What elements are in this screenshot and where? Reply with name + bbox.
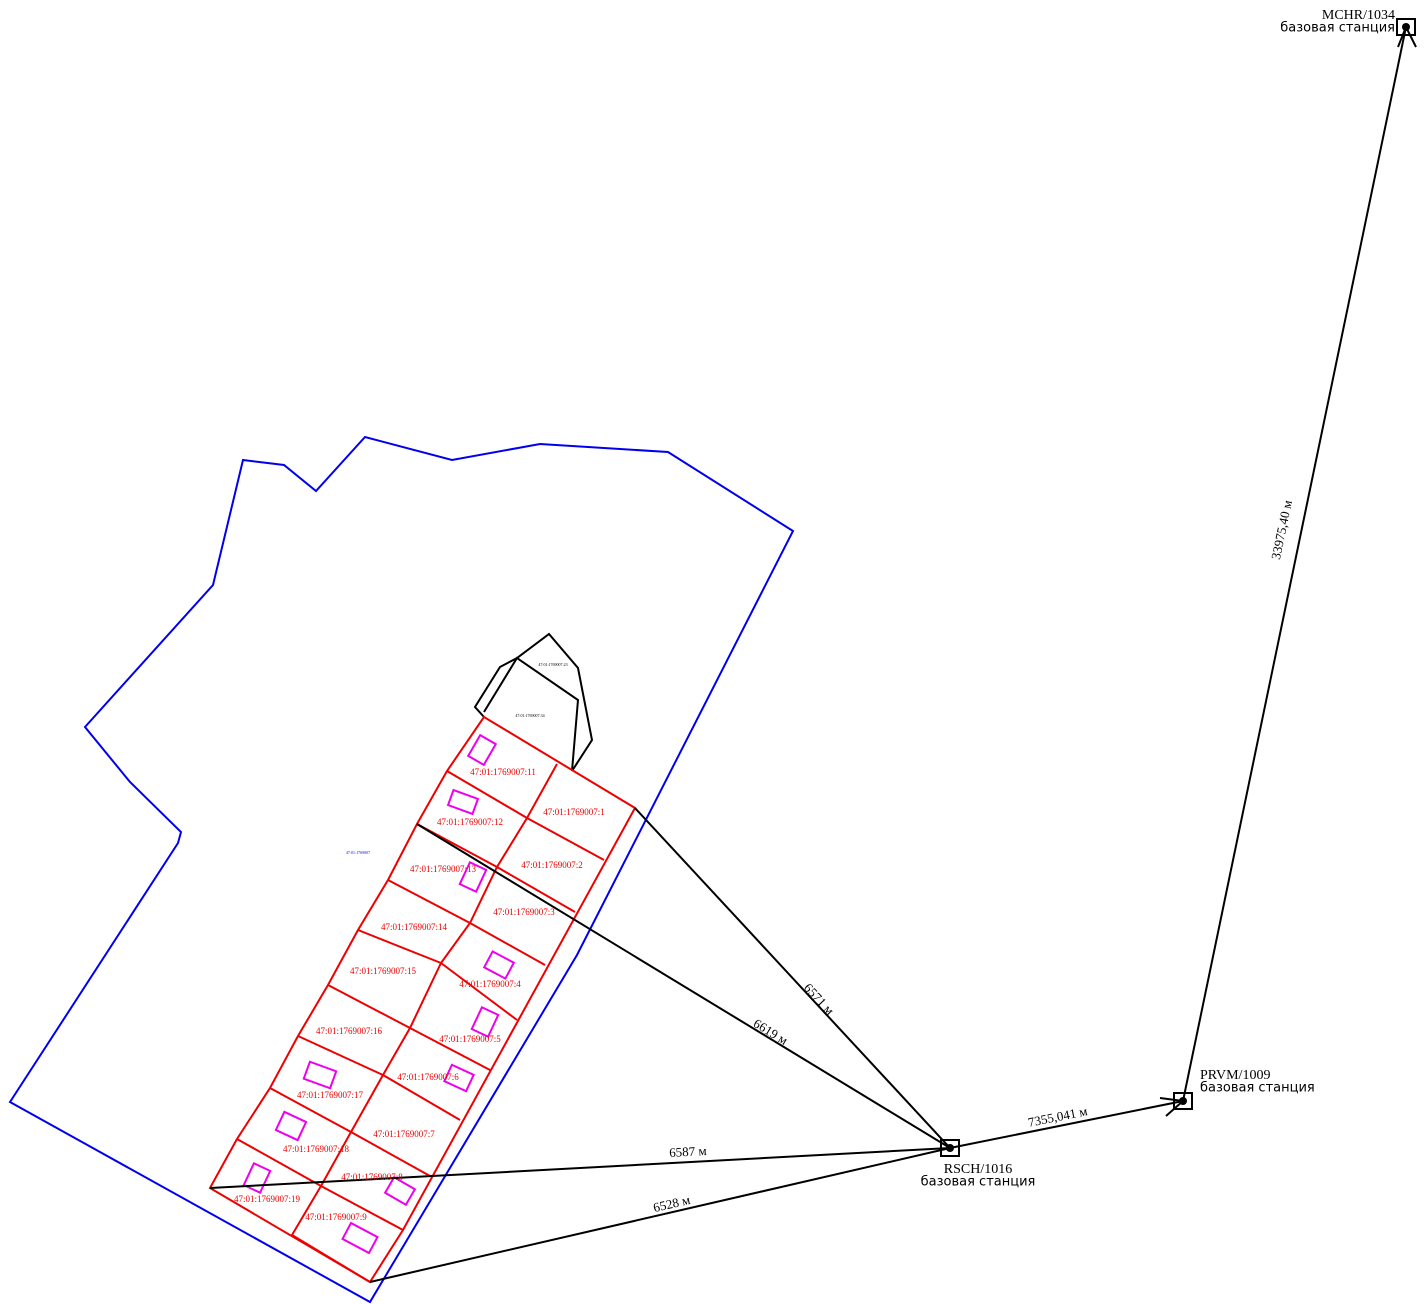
- distance-line: [634, 807, 951, 1149]
- parcel-label: 47:01:1769007:6: [397, 1072, 459, 1082]
- parcels: [208, 715, 637, 1284]
- parcel-label: 47:01:1769007:13: [410, 864, 477, 874]
- distance-line: [416, 823, 951, 1149]
- parcel-label: 47:01:1769007:1: [543, 807, 605, 817]
- distance-line: [949, 1100, 1184, 1149]
- station-dot: [1179, 1097, 1187, 1105]
- parcel-label: 47:01:1769007:14: [381, 922, 448, 932]
- distance-label: 6571 м: [801, 980, 837, 1018]
- building-label: 47:01:1769007:23: [538, 662, 567, 667]
- station-name: RSCH/1016: [944, 1162, 1012, 1177]
- station-dot: [946, 1144, 954, 1152]
- distance-line: [209, 1147, 951, 1189]
- parcel-label: 47:01:1769007:2: [521, 860, 583, 870]
- parcel-label: 47:01:1769007:16: [316, 1026, 383, 1036]
- distance-line: [369, 1147, 951, 1283]
- station-name: MCHR/1034: [1322, 8, 1395, 23]
- station-marker: [1173, 1092, 1193, 1110]
- parcel-label: 47:01:1769007:15: [350, 966, 417, 976]
- station-marker: [1396, 18, 1416, 36]
- block-label: 47:01:1769007: [346, 850, 370, 855]
- parcel-label: 47:01:1769007:7: [373, 1129, 435, 1139]
- station-note: базовая станция: [1200, 1081, 1315, 1096]
- station-dot: [1402, 23, 1410, 31]
- buildings-outline: [473, 632, 594, 772]
- parcel-label: 47:01:1769007:9: [305, 1212, 367, 1222]
- parcel-label: 47:01:1769007:3: [493, 907, 555, 917]
- building-label: 47:01:1769007:34: [515, 713, 544, 718]
- distance-label: 6587 м: [669, 1143, 707, 1160]
- parcel-label: 47:01:1769007:19: [234, 1194, 301, 1204]
- station-name: PRVM/1009: [1200, 1068, 1270, 1083]
- station-note: базовая станция: [1280, 21, 1395, 36]
- parcel-label: 47:01:1769007:11: [470, 767, 536, 777]
- distance-line: [1182, 26, 1407, 1102]
- parcel-label: 47:01:1769007:5: [439, 1034, 501, 1044]
- station-marker: [940, 1139, 960, 1157]
- distance-label: 33975,40 м: [1268, 499, 1295, 561]
- distance-label: 6619 м: [751, 1016, 791, 1048]
- station-note: базовая станция: [921, 1175, 1036, 1190]
- parcel-label: 47:01:1769007:4: [459, 979, 521, 989]
- parcel-label: 47:01:1769007:8: [341, 1172, 403, 1182]
- parcel-label: 47:01:1769007:17: [297, 1090, 364, 1100]
- parcel-label: 47:01:1769007:12: [437, 817, 503, 827]
- parcel-label: 47:01:1769007:18: [283, 1144, 350, 1154]
- structures: [242, 733, 516, 1255]
- block-boundary: [8, 435, 795, 1304]
